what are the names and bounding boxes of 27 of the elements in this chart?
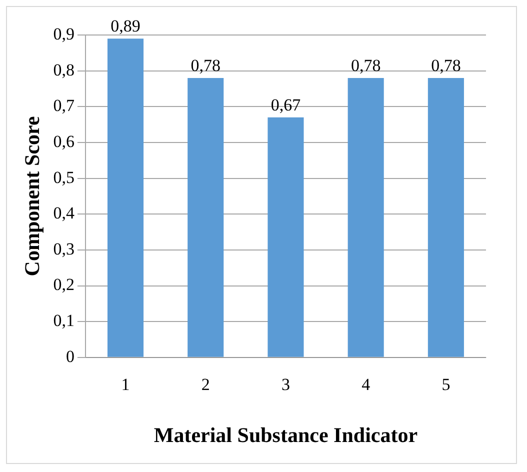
x-tick-label: 4 (362, 375, 371, 394)
y-tick-label: 0 (66, 346, 74, 366)
y-tick-label: 0,4 (53, 204, 75, 223)
y-tick-label: 0,8 (53, 60, 74, 80)
data-label: 0,67 (270, 95, 302, 114)
x-tick-label: 1 (121, 375, 130, 394)
bar (268, 117, 304, 357)
data-label: 0,89 (110, 16, 140, 36)
y-tick-label: 0,1 (53, 311, 74, 330)
y-tick-label: 0,9 (53, 24, 74, 44)
x-tick-label: 2 (201, 375, 210, 394)
data-label: 0,78 (431, 56, 461, 75)
x-tick-label: 3 (281, 375, 290, 394)
data-label: 0,78 (350, 56, 381, 75)
y-axis-title: Component Score (20, 116, 44, 276)
bar (188, 78, 224, 357)
x-axis-title: Material Substance Indicator (154, 422, 418, 447)
bar (348, 78, 384, 357)
y-tick-label: 0,2 (53, 275, 74, 294)
y-tick-label: 0,3 (53, 239, 74, 258)
x-tick-label: 5 (442, 375, 450, 394)
bar (107, 38, 144, 357)
data-label: 0,78 (190, 56, 220, 75)
y-tick-label: 0,7 (53, 96, 75, 116)
y-tick-label: 0,5 (53, 168, 74, 187)
y-tick-label: 0,6 (53, 132, 74, 151)
bar (428, 78, 464, 357)
